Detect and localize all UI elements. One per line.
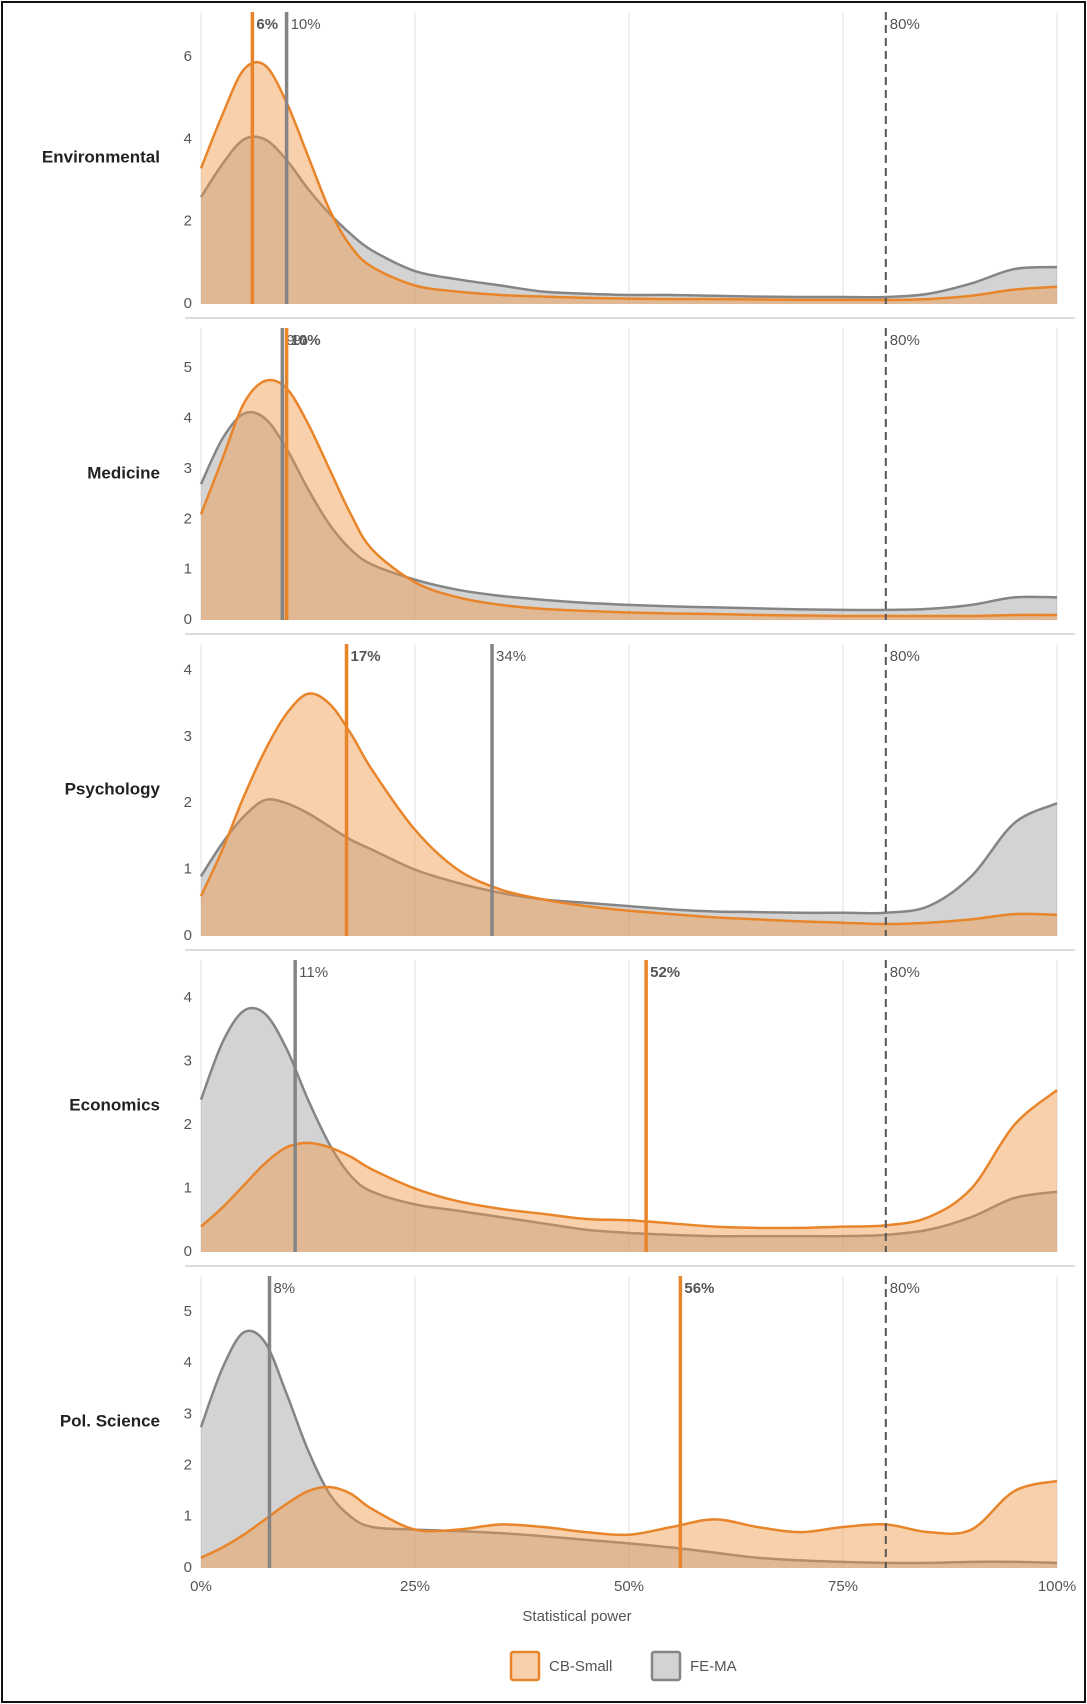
panel-title: Psychology: [65, 779, 161, 798]
density-area: [201, 1090, 1057, 1252]
marker-label: 80%: [890, 332, 920, 349]
y-tick-label: 5: [184, 359, 192, 376]
marker-label: 34%: [496, 648, 526, 665]
density-area: [201, 1480, 1057, 1568]
marker-label: 56%: [684, 1280, 714, 1297]
marker-label: 9%: [286, 332, 308, 349]
legend-swatch: [650, 1650, 682, 1682]
marker-label: 11%: [299, 964, 328, 981]
legend-swatch: [509, 1650, 541, 1682]
marker-label: 10%: [291, 332, 321, 349]
marker-label: 80%: [890, 16, 920, 33]
panel-title: Economics: [69, 1095, 160, 1114]
panel-title: Medicine: [87, 463, 160, 482]
y-tick-label: 0: [184, 1243, 192, 1260]
legend-label: CB-Small: [549, 1658, 612, 1675]
marker-label: 80%: [890, 648, 920, 665]
marker-label: 8%: [273, 1280, 295, 1297]
y-tick-label: 4: [184, 410, 192, 427]
y-tick-label: 3: [184, 460, 192, 477]
marker-label: 10%: [291, 16, 321, 33]
y-tick-label: 1: [184, 561, 192, 578]
y-tick-label: 2: [184, 213, 192, 230]
marker-label: 6%: [256, 16, 278, 33]
y-tick-label: 2: [184, 1116, 192, 1133]
y-tick-label: 4: [184, 989, 192, 1006]
marker-label: 17%: [351, 648, 381, 665]
y-tick-label: 1: [184, 1179, 192, 1196]
legend-label: FE-MA: [690, 1658, 737, 1675]
y-tick-label: 3: [184, 728, 192, 745]
y-tick-label: 2: [184, 794, 192, 811]
x-tick-label: 50%: [614, 1578, 644, 1595]
density-area: [201, 1008, 1057, 1252]
y-tick-label: 0: [184, 295, 192, 312]
y-tick-label: 4: [184, 130, 192, 147]
y-tick-label: 6: [184, 48, 192, 65]
x-tick-label: 75%: [828, 1578, 858, 1595]
x-axis-label: Statistical power: [522, 1608, 631, 1625]
x-tick-label: 0%: [190, 1578, 212, 1595]
y-tick-label: 2: [184, 1457, 192, 1474]
y-tick-label: 4: [184, 662, 192, 679]
x-tick-label: 25%: [400, 1578, 430, 1595]
panel-title: Pol. Science: [60, 1411, 160, 1430]
y-tick-label: 2: [184, 510, 192, 527]
density-area: [201, 1330, 1057, 1568]
y-tick-label: 0: [184, 611, 192, 628]
y-tick-label: 5: [184, 1303, 192, 1320]
density-area: [201, 799, 1057, 936]
y-tick-label: 0: [184, 1559, 192, 1576]
marker-label: 80%: [890, 1280, 920, 1297]
marker-label: 80%: [890, 964, 920, 981]
panel-title: Environmental: [42, 147, 160, 166]
y-tick-label: 3: [184, 1405, 192, 1422]
y-tick-label: 1: [184, 1508, 192, 1525]
x-tick-label: 100%: [1038, 1578, 1076, 1595]
y-tick-label: 1: [184, 861, 192, 878]
y-tick-label: 4: [184, 1354, 192, 1371]
density-area: [201, 693, 1057, 936]
y-tick-label: 0: [184, 927, 192, 944]
y-tick-label: 3: [184, 1053, 192, 1070]
marker-label: 52%: [650, 964, 680, 981]
